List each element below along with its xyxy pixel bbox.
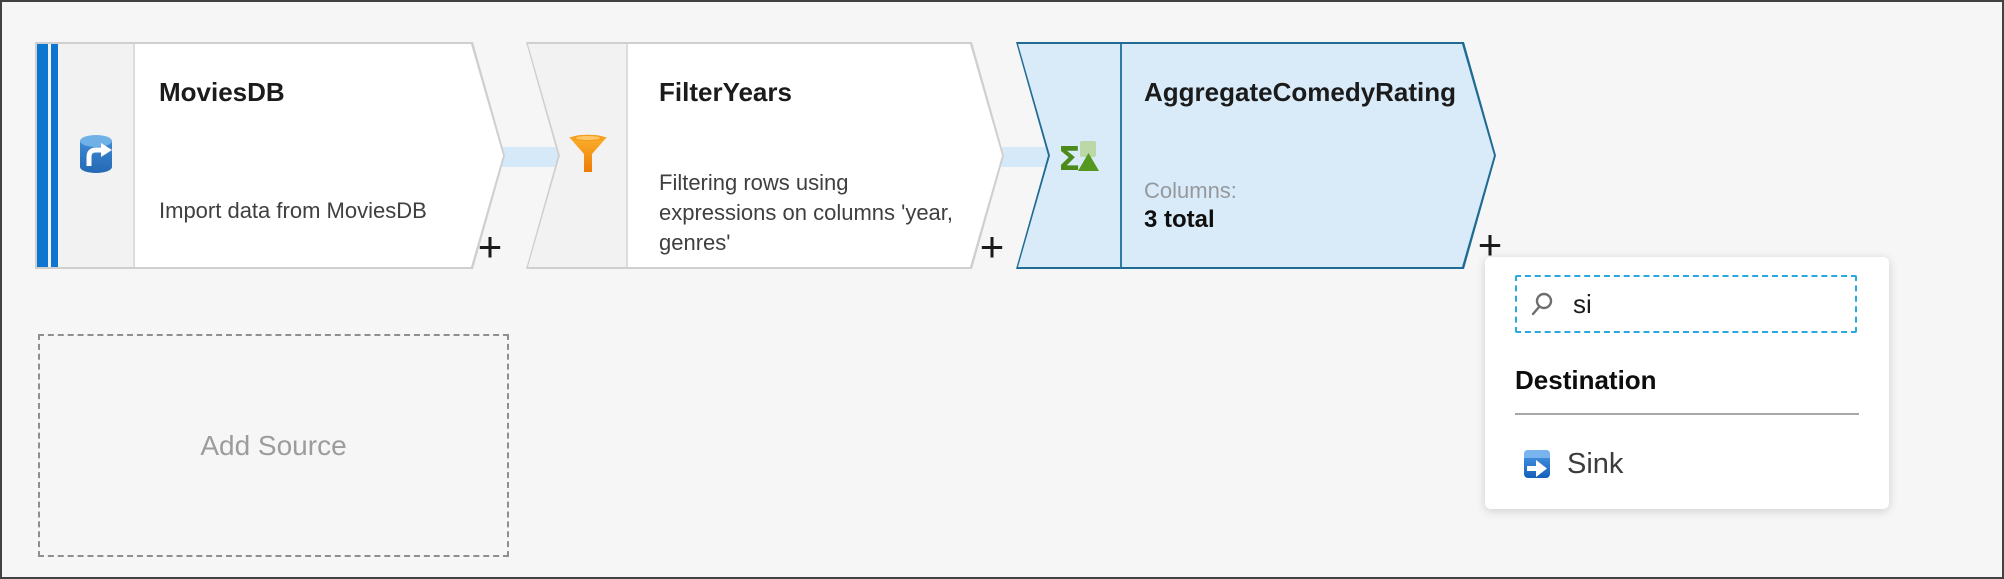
node-body[interactable]: MoviesDB Import data from MoviesDB: [37, 44, 503, 267]
source-dataset-icon: [77, 134, 115, 179]
columns-label: Columns:: [1144, 178, 1237, 203]
node-moviesdb[interactable]: MoviesDB Import data from MoviesDB: [35, 42, 505, 269]
node-aggregatecomedyrating[interactable]: Σ AggregateComedyRating Columns: 3 total: [1016, 42, 1496, 269]
columns-value: 3 total: [1144, 206, 1215, 233]
node-title: MoviesDB: [159, 77, 285, 107]
stream-connector: [994, 147, 1052, 167]
add-transformation-button[interactable]: +: [979, 223, 1005, 270]
filter-funnel-icon: [568, 134, 608, 179]
svg-text:Σ: Σ: [1058, 140, 1081, 176]
transformation-search-box[interactable]: [1515, 275, 1857, 333]
search-input[interactable]: [1571, 287, 1843, 321]
menu-item-label: Sink: [1567, 447, 1624, 480]
node-icon-panel: [1018, 44, 1122, 267]
add-source-label: Add Source: [200, 429, 347, 461]
node-filteryears[interactable]: FilterYears Filtering rows using express…: [526, 42, 1004, 269]
popup-divider: [1515, 413, 1859, 415]
sink-icon: [1523, 449, 1551, 479]
stream-connector: [497, 147, 559, 167]
transformation-picker-popup: Destination Sink: [1485, 257, 1889, 509]
add-source-dropzone[interactable]: Add Source: [38, 334, 509, 557]
search-icon: [1529, 291, 1555, 317]
aggregate-sigma-icon: Σ: [1058, 140, 1102, 181]
node-body[interactable]: Σ AggregateComedyRating Columns: 3 total: [1018, 44, 1494, 267]
node-body[interactable]: FilterYears Filtering rows using express…: [528, 44, 1002, 267]
node-title: FilterYears: [659, 77, 792, 107]
node-title: AggregateComedyRating: [1144, 77, 1457, 107]
add-transformation-button[interactable]: +: [477, 223, 503, 270]
node-description: Filtering rows using expressions on colu…: [659, 170, 954, 255]
source-stripe: [51, 44, 58, 267]
node-description: Import data from MoviesDB: [159, 198, 427, 223]
menu-item-sink[interactable]: Sink: [1515, 433, 1859, 495]
popup-section-header: Destination: [1515, 365, 1657, 395]
source-stripe: [37, 44, 48, 267]
